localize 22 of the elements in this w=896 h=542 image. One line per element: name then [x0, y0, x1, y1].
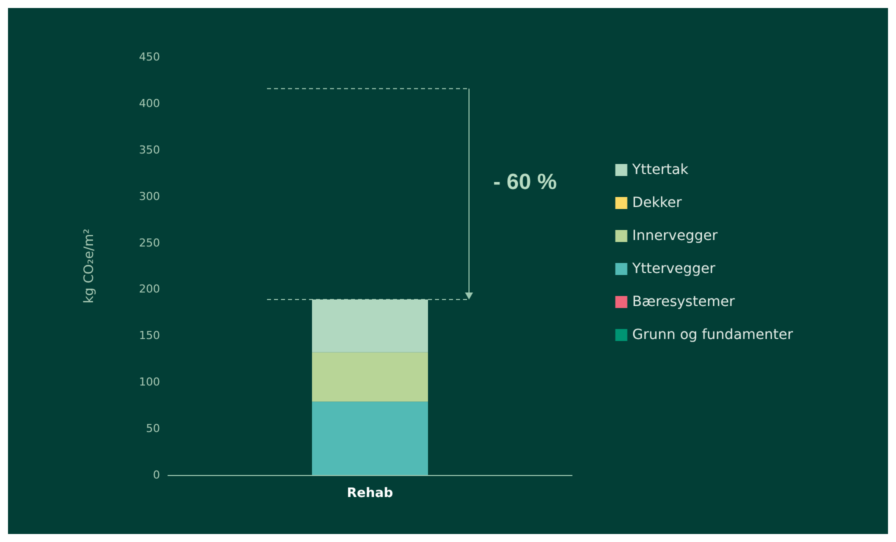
- legend-label: Yttervegger: [631, 261, 716, 277]
- legend-label: Yttertak: [631, 162, 690, 178]
- legend-label: Bæresystemer: [632, 294, 735, 310]
- y-tick-label: 50: [146, 422, 160, 436]
- y-tick-label: 250: [139, 236, 160, 250]
- bar: [312, 352, 428, 402]
- bar: [312, 299, 428, 352]
- y-tick-label: 350: [139, 143, 160, 156]
- y-tick-label: 400: [139, 96, 160, 110]
- legend-label: Grunn og fundamenter: [632, 327, 794, 343]
- bar: [312, 402, 428, 475]
- y-tick-label: 150: [139, 329, 160, 342]
- y-tick-label: 200: [139, 282, 160, 296]
- y-axis-title: kg CO₂e/m²: [82, 228, 97, 304]
- y-tick-label: 450: [139, 50, 160, 64]
- legend-label: Dekker: [632, 195, 682, 211]
- legend-label: Innervegger: [632, 228, 718, 244]
- y-tick-label: 300: [139, 190, 160, 203]
- x-tick-label: Rehab: [346, 486, 394, 501]
- annotation: - 60 %: [493, 168, 557, 194]
- y-tick-label: 100: [139, 376, 160, 389]
- y-tick-label: 0: [153, 468, 160, 482]
